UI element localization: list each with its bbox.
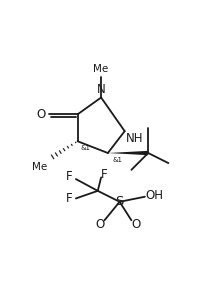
Text: &1: &1 xyxy=(81,145,91,151)
Text: O: O xyxy=(131,218,140,231)
Text: Me: Me xyxy=(94,64,109,74)
Text: OH: OH xyxy=(145,188,163,201)
Text: F: F xyxy=(101,168,108,181)
Text: O: O xyxy=(37,108,46,121)
Text: Me: Me xyxy=(32,162,47,172)
Text: F: F xyxy=(66,170,72,183)
Text: O: O xyxy=(96,218,105,231)
Text: F: F xyxy=(66,192,72,205)
Text: NH: NH xyxy=(125,132,143,145)
Text: N: N xyxy=(97,83,105,96)
Polygon shape xyxy=(108,151,148,155)
Text: &1: &1 xyxy=(112,157,122,163)
Text: S: S xyxy=(115,195,124,208)
